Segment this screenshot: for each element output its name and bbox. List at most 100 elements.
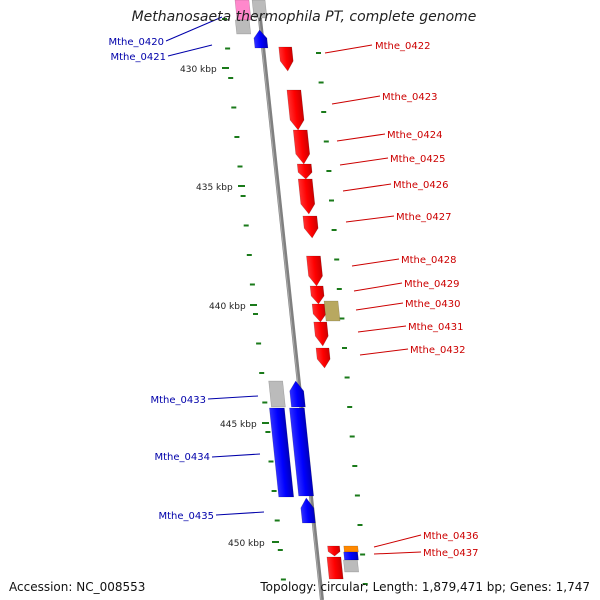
gene-label[interactable]: Mthe_0429 — [404, 279, 460, 290]
scale-tick — [277, 549, 283, 551]
scale-label: 440 kbp — [209, 302, 246, 312]
scale-tick — [265, 431, 271, 433]
scale-tick — [222, 18, 227, 20]
gene-label[interactable]: Mthe_0437 — [423, 548, 479, 559]
gene-rna — [323, 300, 341, 322]
gene-features — [234, 0, 359, 580]
gene-labels-left: Mthe_0420 Mthe_0421 Mthe_0433 Mthe_0434 … — [109, 37, 215, 522]
gene-forward — [327, 545, 341, 557]
gene-forward — [313, 321, 329, 347]
gene-reverse — [253, 29, 269, 49]
gene-pseudo — [251, 0, 268, 19]
gene-reverse — [300, 497, 316, 524]
scale-tick — [352, 465, 358, 467]
scale-tick — [331, 229, 337, 231]
scale-tick — [228, 77, 234, 79]
scale-label: 445 kbp — [220, 420, 257, 430]
scale-tick — [231, 106, 237, 109]
gene-reverse — [289, 407, 314, 497]
gene-label[interactable]: Mthe_0431 — [408, 322, 464, 333]
gene-label[interactable]: Mthe_0434 — [155, 452, 211, 463]
scale-tick — [321, 111, 327, 113]
gene-label[interactable]: Mthe_0433 — [151, 395, 207, 406]
gene-label[interactable]: Mthe_0427 — [396, 212, 452, 223]
scale-tick — [329, 199, 334, 202]
gene-pseudo — [343, 559, 359, 573]
scale-tick — [354, 494, 360, 497]
gene-label[interactable]: Mthe_0428 — [401, 255, 457, 266]
scale-tick — [246, 254, 252, 256]
major-tick — [222, 67, 229, 69]
scale-tick — [225, 47, 231, 50]
leader-lines — [165, 16, 422, 555]
gene-label[interactable]: Mthe_0432 — [410, 345, 466, 356]
scale-tick — [259, 372, 265, 374]
gene-forward — [296, 163, 313, 180]
major-tick — [250, 304, 257, 306]
gene-forward — [278, 46, 294, 72]
gene-label[interactable]: Mthe_0421 — [111, 52, 167, 63]
scale-tick — [268, 460, 274, 463]
scale-tick — [347, 406, 353, 408]
gene-label[interactable]: Mthe_0430 — [405, 299, 461, 310]
scale-tick — [256, 342, 262, 345]
scale-tick — [253, 313, 258, 315]
genome-summary-text: Topology: circular; Length: 1,879,471 bp… — [260, 580, 590, 594]
coordinate-ticks — [222, 18, 368, 585]
gene-forward — [311, 303, 327, 323]
scale-tick — [237, 165, 243, 168]
scale-labels: 430 kbp 435 kbp 440 kbp 445 kbp 450 kbp — [180, 65, 265, 549]
scale-tick — [362, 583, 368, 585]
scale-tick — [357, 524, 363, 526]
scale-tick — [339, 317, 345, 320]
gene-reverse — [269, 407, 295, 498]
scale-tick — [326, 170, 332, 172]
scale-tick — [349, 435, 355, 438]
scale-label: 430 kbp — [180, 65, 217, 75]
gene-forward — [292, 129, 311, 165]
gene-forward — [297, 178, 316, 215]
scale-tick — [342, 347, 347, 349]
scale-tick — [249, 283, 255, 286]
gene-forward — [286, 89, 305, 131]
gene-label[interactable]: Mthe_0425 — [390, 154, 446, 165]
gene-label[interactable]: Mthe_0424 — [387, 130, 443, 141]
gene-pseudo — [268, 380, 286, 408]
gene-label[interactable]: Mthe_0422 — [375, 41, 431, 52]
gene-forward — [315, 347, 331, 369]
scale-tick — [318, 81, 324, 84]
gene-label[interactable]: Mthe_0426 — [393, 180, 449, 191]
gene-forward — [326, 556, 344, 580]
major-tick — [262, 422, 269, 424]
scale-tick — [262, 401, 268, 404]
scale-tick — [271, 490, 277, 492]
scale-tick — [316, 52, 321, 54]
scale-label: 435 kbp — [196, 183, 233, 193]
scale-tick — [243, 224, 249, 227]
gene-labels-right: Mthe_0422 Mthe_0423 Mthe_0424 Mthe_0425 … — [375, 41, 479, 559]
accession-text: Accession: NC_008553 — [9, 580, 146, 594]
gene-label[interactable]: Mthe_0436 — [423, 531, 479, 542]
scale-tick — [240, 195, 246, 197]
scale-tick — [323, 140, 329, 143]
scale-tick — [234, 136, 240, 138]
scale-label: 450 kbp — [228, 539, 265, 549]
scale-tick — [360, 553, 366, 556]
gene-label[interactable]: Mthe_0423 — [382, 92, 438, 103]
page-title: Methanosaeta thermophila PT, complete ge… — [131, 9, 477, 25]
genome-backbone — [256, 0, 324, 600]
gene-reverse — [289, 380, 306, 408]
gene-forward — [302, 215, 319, 239]
gene-other — [343, 545, 359, 553]
genome-backbone-highlight — [256, 0, 322, 600]
gene-reverse — [343, 551, 359, 561]
scale-tick — [334, 258, 340, 261]
gene-forward — [309, 285, 325, 305]
gene-forward — [306, 255, 323, 287]
gene-label[interactable]: Mthe_0435 — [159, 511, 215, 522]
gene-label[interactable]: Mthe_0420 — [109, 37, 165, 48]
gene-rna — [234, 0, 252, 21]
scale-tick — [344, 376, 350, 379]
scale-tick — [336, 288, 342, 290]
